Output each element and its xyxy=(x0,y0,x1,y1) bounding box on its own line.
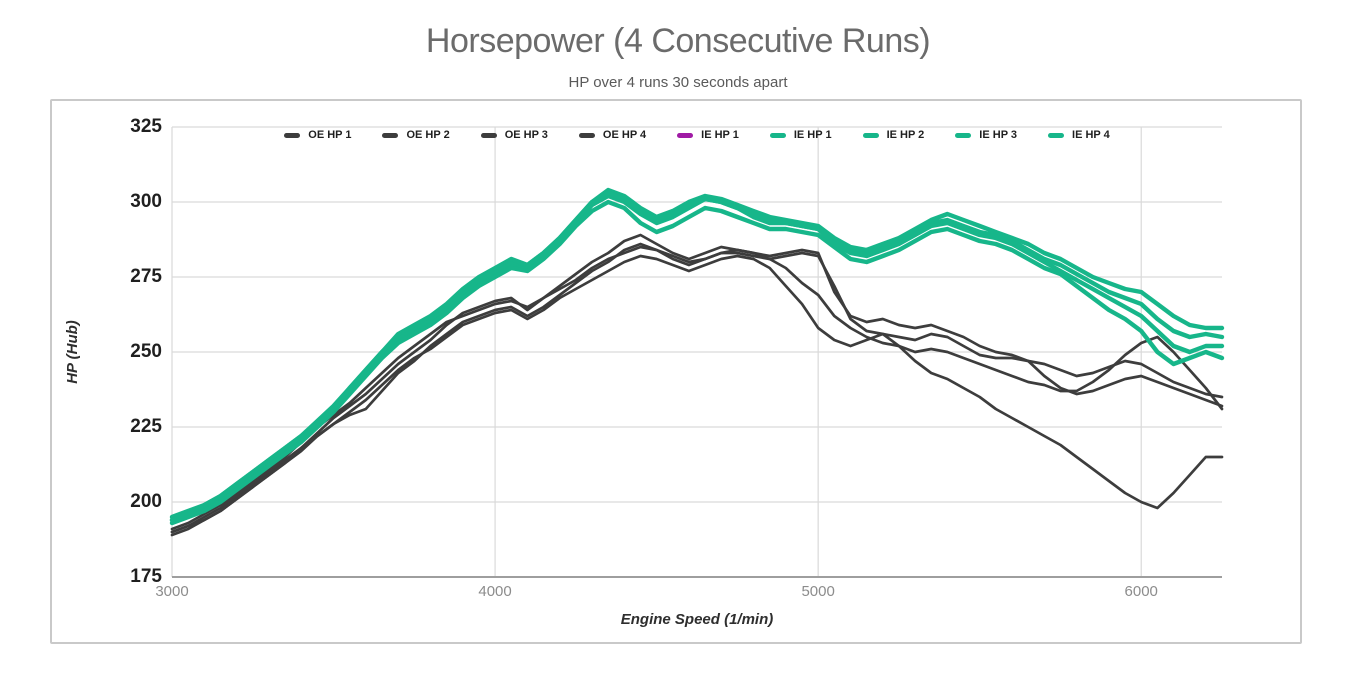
legend-swatch xyxy=(862,132,879,138)
series-line-ie-hp-3 xyxy=(169,199,1225,526)
legend-swatch xyxy=(677,132,694,138)
y-tick-label: 325 xyxy=(130,116,162,137)
legend-label: IE HP 4 xyxy=(1072,129,1110,141)
chart-legend: OE HP 1 OE HP 2 OE HP 3 OE HP 4 IE HP 1 IE HP… xyxy=(172,128,1222,142)
x-tick-label: 5000 xyxy=(801,583,835,600)
y-tick-label: 175 xyxy=(130,566,162,587)
legend-item: IE HP 4 xyxy=(1048,129,1110,141)
series-line-ie-hp-1 xyxy=(169,193,1225,523)
legend-label: IE HP 2 xyxy=(886,129,925,141)
legend-item: IE HP 2 xyxy=(862,129,925,141)
legend-item: OE HP 2 xyxy=(382,129,450,141)
x-tick-label: 3000 xyxy=(155,583,189,600)
legend-item: IE HP 1 xyxy=(677,129,739,141)
x-tick-label: 6000 xyxy=(1124,583,1158,600)
legend-label: IE HP 1 xyxy=(701,129,739,141)
y-tick-label: 225 xyxy=(130,416,162,437)
legend-swatch xyxy=(769,132,786,138)
legend-label: OE HP 2 xyxy=(406,129,450,141)
plot-area: OE HP 1 OE HP 2 OE HP 3 OE HP 4 IE HP 1 IE HP… xyxy=(169,126,1225,578)
series-line-oe-hp-3 xyxy=(170,245,1224,531)
legend-item: OE HP 3 xyxy=(480,129,548,141)
chart-container: HP (Hub) 325 300 275 250 225 200 175 OE HP 1 OE… xyxy=(50,99,1302,644)
legend-label: OE HP 4 xyxy=(602,129,647,141)
legend-item: IE HP 1 xyxy=(769,129,832,141)
legend-swatch xyxy=(578,132,595,138)
legend-swatch xyxy=(1048,132,1065,138)
legend-label: IE HP 3 xyxy=(979,129,1018,141)
series-line-oe-hp-2 xyxy=(170,242,1224,537)
chart-subtitle: HP over 4 runs 30 seconds apart xyxy=(568,74,788,91)
series-line-ie-hp-2 xyxy=(169,187,1225,520)
y-tick-label: 250 xyxy=(130,341,162,362)
legend-swatch xyxy=(480,132,497,138)
series-line-oe-hp-1 xyxy=(170,233,1224,534)
series-line-oe-hp-4 xyxy=(170,254,1224,534)
chart-canvas xyxy=(169,126,1225,578)
x-tick-label: 4000 xyxy=(478,583,512,600)
y-tick-label: 200 xyxy=(130,491,162,512)
x-axis-title: Engine Speed (1/min) xyxy=(620,611,774,628)
legend-label: OE HP 1 xyxy=(308,129,352,141)
y-tick-label: 275 xyxy=(130,266,162,287)
legend-item: OE HP 1 xyxy=(284,129,351,141)
legend-item: OE HP 4 xyxy=(578,129,647,141)
y-tick-label: 300 xyxy=(130,191,162,212)
series-line-ie-hp-4 xyxy=(169,190,1225,523)
legend-label: IE HP 1 xyxy=(793,129,832,141)
chart-title: Horsepower (4 Consecutive Runs) xyxy=(425,22,931,60)
legend-item: IE HP 3 xyxy=(955,129,1017,141)
legend-swatch xyxy=(382,132,399,138)
legend-swatch xyxy=(284,132,301,138)
legend-label: OE HP 3 xyxy=(504,129,548,141)
legend-swatch xyxy=(955,132,972,138)
